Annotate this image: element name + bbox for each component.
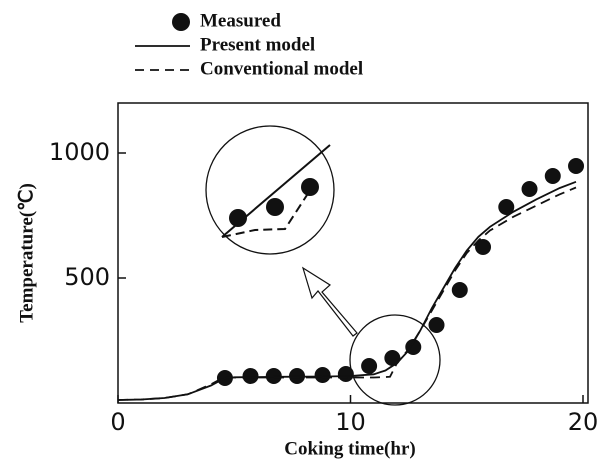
data-point xyxy=(475,239,492,255)
legend-label: Present model xyxy=(200,34,315,55)
y-tick-label: 1000 xyxy=(49,138,110,166)
data-point xyxy=(361,358,378,374)
zoom-circle xyxy=(349,314,441,406)
data-point xyxy=(337,366,354,382)
model-line xyxy=(117,186,577,401)
x-tick-label: 0 xyxy=(110,408,125,436)
legend-marker xyxy=(172,13,190,31)
x-tick-label: 10 xyxy=(335,408,366,436)
inset-point xyxy=(229,209,247,227)
plot-frame xyxy=(117,102,589,404)
inset-point xyxy=(266,198,284,216)
inset-circle xyxy=(205,125,335,255)
data-point xyxy=(384,350,401,366)
legend-label: Conventional model xyxy=(200,58,363,79)
inset-conventional xyxy=(221,177,319,238)
data-point xyxy=(568,158,585,174)
zoom-arrow xyxy=(301,266,358,337)
data-point xyxy=(451,282,468,298)
data-point xyxy=(498,199,515,215)
data-point xyxy=(521,181,538,197)
legend-label: Measured xyxy=(200,10,281,31)
inset-point xyxy=(301,178,319,196)
y-axis-label: Temperature(℃) xyxy=(16,183,37,323)
y-tick-label: 500 xyxy=(64,263,110,291)
x-axis-label: Coking time(hr) xyxy=(284,438,415,459)
data-point xyxy=(428,317,445,333)
x-tick-label: 20 xyxy=(568,408,599,436)
data-point xyxy=(242,368,259,384)
data-point xyxy=(544,168,561,184)
data-point xyxy=(314,367,331,383)
